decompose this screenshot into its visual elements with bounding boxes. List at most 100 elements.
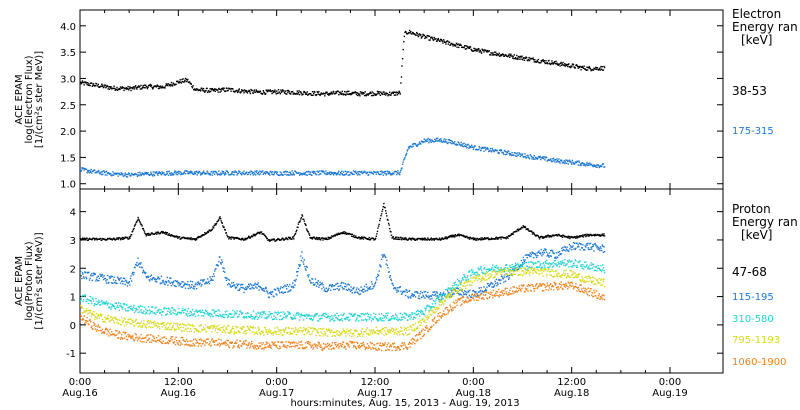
data-point-115-195 bbox=[317, 280, 319, 282]
data-point-47-68 bbox=[194, 239, 197, 241]
data-point-310-580 bbox=[92, 300, 95, 302]
data-point-175-315 bbox=[257, 172, 259, 174]
data-point-47-68 bbox=[527, 228, 529, 230]
data-point-310-580 bbox=[455, 287, 457, 289]
data-point-47-68 bbox=[247, 237, 249, 239]
data-point-310-580 bbox=[311, 319, 314, 321]
data-point-310-580 bbox=[444, 293, 447, 295]
data-point-115-195 bbox=[208, 280, 210, 283]
data-point-115-195 bbox=[458, 294, 461, 296]
data-point-310-580 bbox=[126, 304, 128, 306]
data-point-38-53 bbox=[505, 54, 507, 57]
data-point-795-1193 bbox=[173, 322, 175, 324]
data-point-47-68 bbox=[133, 225, 136, 227]
data-point-310-580 bbox=[202, 315, 205, 317]
data-point-38-53 bbox=[190, 83, 192, 85]
data-point-115-195 bbox=[423, 291, 425, 293]
data-point-38-53 bbox=[287, 89, 290, 92]
data-point-175-315 bbox=[117, 175, 119, 177]
legend-entry-175-315: 175-315 bbox=[732, 126, 774, 137]
data-point-795-1193 bbox=[106, 317, 109, 319]
data-point-310-580 bbox=[217, 315, 219, 317]
data-point-310-580 bbox=[600, 265, 602, 267]
data-point-115-195 bbox=[543, 251, 545, 254]
data-point-795-1193 bbox=[154, 322, 157, 325]
data-point-310-580 bbox=[140, 311, 143, 313]
data-point-795-1193 bbox=[204, 328, 206, 330]
data-point-47-68 bbox=[128, 238, 130, 240]
data-point-115-195 bbox=[412, 295, 414, 298]
data-point-310-580 bbox=[337, 319, 339, 321]
data-point-38-53 bbox=[508, 53, 510, 55]
data-point-115-195 bbox=[400, 290, 402, 293]
data-point-795-1193 bbox=[100, 315, 102, 317]
data-point-47-68 bbox=[448, 236, 451, 238]
data-point-795-1193 bbox=[125, 321, 128, 323]
data-point-115-195 bbox=[188, 285, 191, 287]
data-point-310-580 bbox=[307, 315, 310, 317]
data-point-47-68 bbox=[512, 233, 514, 235]
data-point-38-53 bbox=[425, 36, 428, 39]
data-point-115-195 bbox=[574, 242, 576, 244]
data-point-310-580 bbox=[90, 300, 92, 303]
data-point-115-195 bbox=[538, 250, 540, 252]
data-point-310-580 bbox=[275, 312, 277, 314]
data-point-175-315 bbox=[540, 158, 542, 161]
data-point-310-580 bbox=[253, 317, 255, 319]
data-point-47-68 bbox=[99, 237, 102, 240]
data-point-38-53 bbox=[414, 33, 416, 35]
data-point-47-68 bbox=[541, 237, 544, 239]
data-point-38-53 bbox=[178, 81, 181, 83]
data-point-115-195 bbox=[422, 294, 424, 297]
data-point-310-580 bbox=[509, 266, 511, 268]
data-point-38-53 bbox=[527, 58, 530, 61]
data-point-310-580 bbox=[197, 314, 199, 317]
data-point-175-315 bbox=[265, 173, 267, 175]
data-point-47-68 bbox=[318, 237, 321, 239]
data-point-175-315 bbox=[556, 158, 558, 160]
data-point-795-1193 bbox=[158, 325, 160, 328]
data-point-175-315 bbox=[461, 144, 463, 146]
data-point-310-580 bbox=[192, 314, 194, 317]
data-point-47-68 bbox=[568, 235, 571, 238]
data-point-115-195 bbox=[147, 275, 149, 278]
data-point-115-195 bbox=[411, 293, 413, 295]
data-point-47-68 bbox=[145, 233, 147, 235]
data-point-38-53 bbox=[85, 82, 88, 84]
data-point-115-195 bbox=[509, 274, 511, 277]
data-point-310-580 bbox=[467, 278, 469, 281]
data-point-38-53 bbox=[382, 93, 384, 96]
data-point-310-580 bbox=[555, 263, 557, 265]
data-point-115-195 bbox=[523, 259, 525, 261]
data-point-310-580 bbox=[602, 264, 604, 266]
data-point-310-580 bbox=[489, 269, 492, 271]
data-point-38-53 bbox=[566, 63, 568, 66]
data-point-115-195 bbox=[104, 277, 106, 280]
data-point-175-315 bbox=[292, 172, 294, 174]
data-point-115-195 bbox=[102, 278, 105, 281]
data-point-175-315 bbox=[170, 172, 173, 174]
data-point-795-1193 bbox=[151, 321, 153, 324]
data-point-115-195 bbox=[301, 257, 304, 259]
data-point-47-68 bbox=[141, 225, 143, 227]
data-point-47-68 bbox=[449, 235, 452, 237]
data-point-38-53 bbox=[379, 94, 382, 96]
data-point-175-315 bbox=[418, 141, 421, 143]
data-point-47-68 bbox=[421, 239, 424, 241]
data-point-175-315 bbox=[456, 144, 459, 146]
data-point-175-315 bbox=[190, 172, 192, 174]
data-point-175-315 bbox=[583, 163, 585, 165]
data-point-38-53 bbox=[417, 34, 419, 37]
data-point-115-195 bbox=[337, 285, 339, 288]
data-point-175-315 bbox=[129, 174, 131, 176]
data-point-115-195 bbox=[112, 279, 115, 281]
data-point-175-315 bbox=[509, 154, 511, 156]
data-point-38-53 bbox=[417, 35, 420, 38]
data-point-310-580 bbox=[399, 312, 401, 315]
data-point-310-580 bbox=[193, 313, 195, 315]
data-point-310-580 bbox=[453, 282, 455, 284]
data-point-175-315 bbox=[88, 172, 91, 174]
data-point-115-195 bbox=[187, 281, 189, 283]
data-point-115-195 bbox=[195, 288, 198, 290]
data-point-310-580 bbox=[432, 306, 434, 308]
